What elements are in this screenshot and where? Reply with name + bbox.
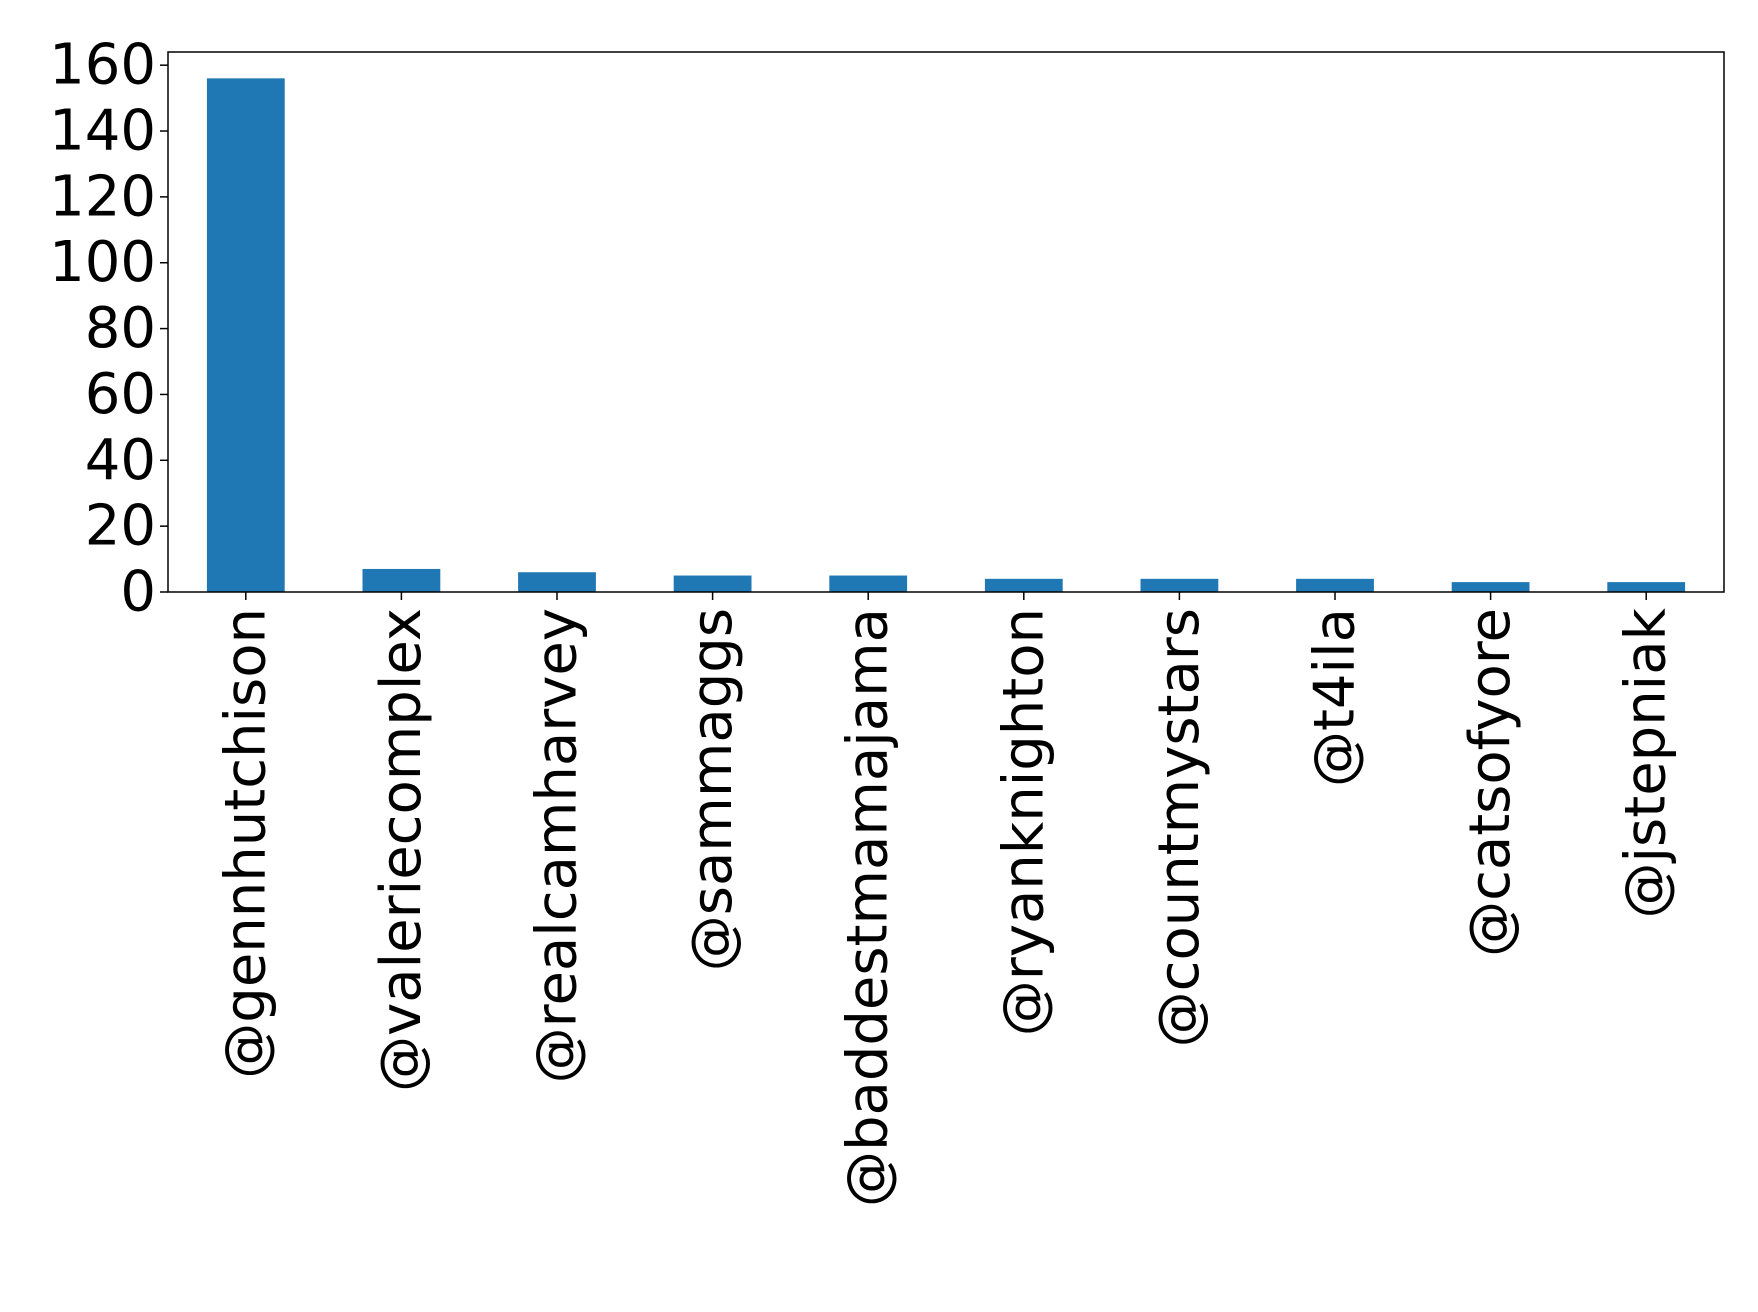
bar-realcamharvey [518, 572, 596, 592]
bar-sammaggs [673, 575, 752, 592]
y-tick-label: 20 [85, 494, 156, 559]
y-tick-label: 140 [49, 99, 156, 164]
x-tick-label: @valeriecomplex [369, 608, 434, 1092]
bar-valeriecomplex [362, 568, 441, 592]
x-tick-label: @countmystars [1147, 608, 1212, 1047]
y-tick-label: 100 [49, 230, 156, 295]
y-tick-label: 60 [85, 362, 156, 427]
x-tick-label: @sammaggs [680, 608, 745, 971]
y-tick-label: 160 [49, 33, 156, 98]
bar-t4ila [1296, 578, 1374, 592]
bar-baddestmamajama [829, 575, 908, 592]
bar-catsofyore [1451, 582, 1530, 592]
bar-ryanknighton [984, 578, 1063, 592]
bar-jstepniak [1607, 582, 1686, 592]
bar-countmystars [1140, 578, 1219, 592]
y-tick-label: 120 [49, 164, 156, 229]
x-tick-label: @t4ila [1303, 608, 1368, 787]
y-tick-label: 0 [120, 560, 156, 625]
x-axis: @gennhutchison @valeriecomplex @realcamhar… [213, 592, 1679, 1207]
y-tick-label: 80 [85, 296, 156, 361]
x-tick-label: @realcamharvey [525, 608, 590, 1083]
y-tick-label: 40 [85, 428, 156, 493]
bars-layer [206, 78, 1686, 593]
x-tick-label: @baddestmamajama [836, 608, 901, 1207]
x-tick-label: @jstepniak [1614, 607, 1679, 918]
x-tick-label: @ryanknighton [991, 608, 1056, 1036]
x-tick-label: @gennhutchison [213, 608, 278, 1079]
x-tick-label: @catsofyore [1458, 608, 1523, 957]
plot-frame [167, 51, 1725, 593]
bar-gennhutchison [206, 78, 285, 593]
